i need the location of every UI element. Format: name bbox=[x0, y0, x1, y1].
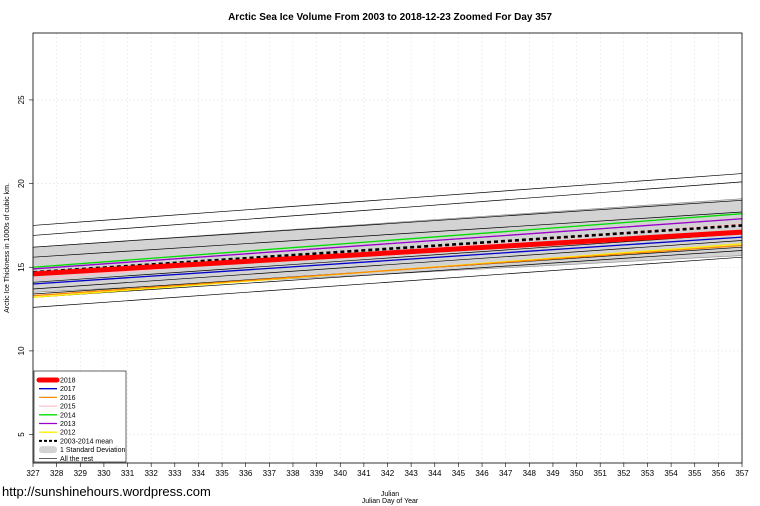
other-year-line bbox=[32, 173, 743, 226]
series-line-2013 bbox=[32, 218, 743, 270]
x-tick-label: 328 bbox=[50, 469, 64, 478]
x-tick-label: 354 bbox=[664, 469, 678, 478]
other-year-line bbox=[32, 233, 743, 283]
x-tick-label: 336 bbox=[239, 469, 253, 478]
x-tick-label: 341 bbox=[357, 469, 371, 478]
x-tick-label: 357 bbox=[735, 469, 749, 478]
x-tick-label: 342 bbox=[381, 469, 395, 478]
series-line-2016 bbox=[32, 244, 743, 297]
x-tick-label: 329 bbox=[74, 469, 88, 478]
chart-title: Arctic Sea Ice Volume From 2003 to 2018-… bbox=[228, 12, 552, 23]
legend-label: 2017 bbox=[60, 386, 76, 393]
legend-label: 1 Standard Deviation bbox=[60, 447, 125, 454]
y-tick-label: 15 bbox=[17, 262, 26, 271]
x-tick-label: 331 bbox=[121, 469, 135, 478]
x-tick-label: 356 bbox=[712, 469, 726, 478]
series-lines bbox=[32, 173, 743, 308]
y-tick-label: 10 bbox=[17, 346, 26, 355]
x-tick-label: 348 bbox=[523, 469, 537, 478]
x-axis: 327 328 329 330 331 332 333 334 335 336 337 338 339 3… bbox=[26, 463, 749, 478]
x-tick-label: 338 bbox=[286, 469, 300, 478]
x-tick-label: 343 bbox=[404, 469, 418, 478]
x-tick-label: 334 bbox=[192, 469, 206, 478]
x-tick-label: 350 bbox=[570, 469, 584, 478]
other-year-line bbox=[32, 250, 743, 298]
legend-label: 2018 bbox=[60, 378, 76, 385]
legend-label: 2003-2014 mean bbox=[60, 438, 113, 445]
other-year-line bbox=[32, 181, 743, 236]
x-tick-label: 340 bbox=[334, 469, 348, 478]
x-tick-label: 349 bbox=[546, 469, 560, 478]
x-tick-label: 333 bbox=[168, 469, 182, 478]
legend-label: 2012 bbox=[60, 430, 76, 437]
x-tick-label: 352 bbox=[617, 469, 631, 478]
x-tick-label: 351 bbox=[594, 469, 608, 478]
x-tick-label: 327 bbox=[26, 469, 40, 478]
legend-key-1-standard-deviation bbox=[39, 446, 57, 454]
x-axis-label: Julian bbox=[381, 491, 399, 498]
series-line-2018 bbox=[32, 229, 743, 277]
x-tick-label: 355 bbox=[688, 469, 702, 478]
other-year-line bbox=[32, 211, 743, 258]
x-tick-label: 337 bbox=[263, 469, 277, 478]
x-axis-label-2: Julian Day of Year bbox=[362, 498, 419, 505]
series-line-2017 bbox=[32, 236, 743, 285]
legend-label: All the rest bbox=[60, 456, 93, 463]
other-year-line bbox=[32, 240, 743, 290]
x-tick-label: 335 bbox=[215, 469, 229, 478]
legend-label: 2015 bbox=[60, 404, 76, 411]
x-tick-label: 353 bbox=[641, 469, 655, 478]
series-line-all-the-rest bbox=[32, 256, 743, 308]
x-tick-label: 344 bbox=[428, 469, 442, 478]
y-tick-label: 25 bbox=[17, 95, 26, 104]
other-year-line bbox=[32, 199, 743, 248]
legend-label: 2013 bbox=[60, 421, 76, 428]
y-tick-label: 5 bbox=[17, 432, 26, 437]
x-tick-label: 347 bbox=[499, 469, 513, 478]
x-tick-label: 346 bbox=[475, 469, 489, 478]
y-tick-label: 20 bbox=[17, 179, 26, 188]
legend-label: 2016 bbox=[60, 395, 76, 402]
footer-url: http://sunshinehours.wordpress.com bbox=[2, 484, 211, 499]
y-axis: 5 10 15 20 25 bbox=[17, 95, 33, 437]
x-tick-label: 345 bbox=[452, 469, 466, 478]
series-line-2014 bbox=[32, 213, 743, 268]
legend-label: 2014 bbox=[60, 412, 76, 419]
x-tick-label: 339 bbox=[310, 469, 324, 478]
x-tick-label: 332 bbox=[144, 469, 158, 478]
y-axis-label: Arctic Ice Thickness in 1000s of cubic k… bbox=[4, 183, 11, 313]
x-tick-label: 330 bbox=[97, 469, 111, 478]
